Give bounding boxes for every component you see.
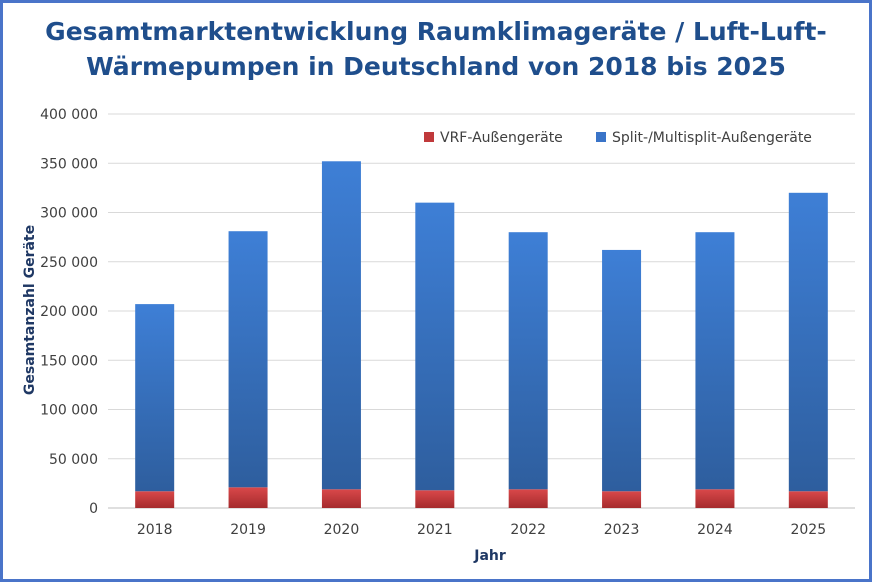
bar-split: [415, 202, 455, 491]
bar-split: [788, 192, 828, 492]
x-tick-label: 2025: [790, 522, 826, 538]
bar-vrf: [508, 489, 548, 508]
x-tick-label: 2018: [137, 522, 173, 538]
bar-vrf: [135, 491, 175, 508]
x-tick-label: 2024: [697, 522, 733, 538]
y-tick-label: 150 000: [40, 353, 98, 369]
y-tick-label: 250 000: [40, 255, 98, 271]
y-tick-label: 400 000: [40, 107, 98, 123]
bar-split: [321, 161, 361, 490]
x-tick-label: 2020: [324, 522, 360, 538]
bar-vrf: [602, 491, 642, 508]
y-tick-label: 350 000: [40, 156, 98, 172]
chart-title-line-2: Wärmepumpen in Deutschland von 2018 bis …: [86, 52, 786, 81]
legend-swatch-split: [596, 132, 606, 142]
x-tick-label: 2023: [604, 522, 640, 538]
bar-split: [228, 231, 268, 488]
x-tick-label: 2021: [417, 522, 453, 538]
y-tick-label: 100 000: [40, 403, 98, 419]
bar-split: [695, 232, 735, 490]
bar-vrf: [415, 490, 455, 508]
x-axis-title: Jahr: [473, 548, 506, 564]
chart-title-line-1: Gesamtmarktentwicklung Raumklimageräte /…: [45, 17, 827, 46]
y-axis-title: Gesamtanzahl Geräte: [22, 225, 38, 395]
bar-vrf: [228, 487, 268, 508]
y-tick-label: 0: [89, 501, 98, 517]
x-tick-label: 2022: [510, 522, 546, 538]
legend-swatch-vrf: [424, 132, 434, 142]
bar-vrf: [321, 489, 361, 508]
bar-vrf: [695, 489, 735, 508]
y-tick-label: 200 000: [40, 304, 98, 320]
bar-split: [135, 304, 175, 492]
y-tick-label: 50 000: [49, 452, 98, 468]
bar-split: [508, 232, 548, 490]
legend-label-vrf: VRF-Außengeräte: [440, 130, 563, 146]
x-tick-label: 2019: [230, 522, 266, 538]
bar-vrf: [788, 491, 828, 508]
bar-split: [602, 249, 642, 492]
legend-label-split: Split-/Multisplit-Außengeräte: [612, 130, 812, 146]
y-tick-label: 300 000: [40, 206, 98, 222]
chart-title: Gesamtmarktentwicklung Raumklimageräte /…: [20, 14, 852, 84]
